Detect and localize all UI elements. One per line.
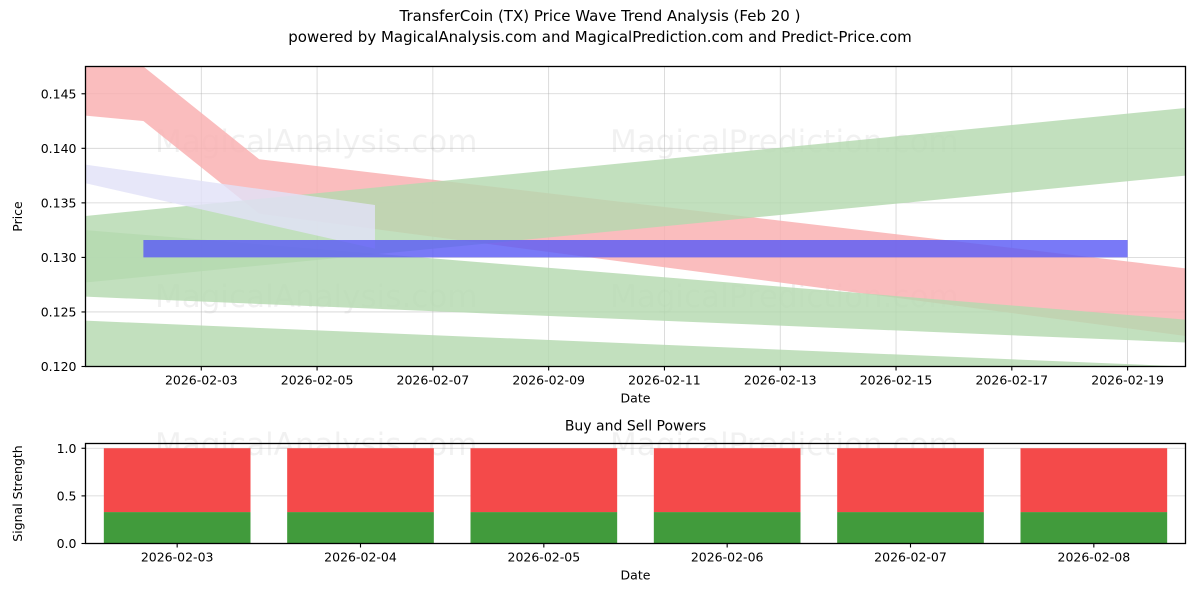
signal-bars: [103, 448, 1168, 544]
main-axes-frame: [84, 65, 1187, 368]
sub-xtick-label-5: 2026-02-08: [1058, 550, 1131, 565]
sub-xtick-label-2: 2026-02-05: [508, 550, 581, 565]
bar-sell-power-4: [837, 448, 984, 513]
ytick-label-5: 0.145: [41, 86, 77, 101]
xtick-label-8: 2026-02-19: [1091, 373, 1164, 388]
bar-sell-power-1: [287, 448, 434, 513]
bar-sell-power-3: [653, 448, 801, 513]
band-upper-resistance-band: [85, 66, 1186, 336]
xtick-label-1: 2026-02-05: [281, 373, 354, 388]
bar-sell-power-0: [103, 448, 251, 513]
xtick-label-2: 2026-02-07: [397, 373, 470, 388]
bar-buy-power-1: [287, 512, 434, 544]
xtick-label-4: 2026-02-11: [628, 373, 701, 388]
sub-ytick-label-1: 0.5: [57, 488, 77, 503]
sub-xtick-label-3: 2026-02-06: [691, 550, 764, 565]
band-mid-channel-band: [85, 230, 1186, 343]
sub-xtick-label-1: 2026-02-04: [324, 550, 397, 565]
ytick-label-4: 0.140: [41, 141, 77, 156]
ytick-label-0: 0.120: [41, 359, 77, 374]
ytick-label-2: 0.130: [41, 250, 77, 265]
sub-axes-frame: [84, 442, 1187, 545]
sub-yaxis-title: Signal Strength: [10, 445, 25, 541]
sub-ytick-label-0: 0.0: [57, 536, 77, 551]
band-entry-zone-band: [85, 164, 375, 249]
main-xaxis-title: Date: [621, 391, 651, 406]
sub-xaxis-title: Date: [621, 568, 651, 583]
main-yaxis-title: Price: [10, 201, 25, 232]
title-line-primary: TransferCoin (TX) Price Wave Trend Analy…: [399, 7, 801, 25]
bar-buy-power-3: [653, 512, 801, 544]
band-target-price-band: [143, 239, 1128, 258]
sub-xtick-label-4: 2026-02-07: [874, 550, 947, 565]
sub-xtick-label-0: 2026-02-03: [141, 550, 214, 565]
xtick-label-0: 2026-02-03: [165, 373, 238, 388]
buy-sell-powers-plot: 0.0 0.5 1.0 2026-02-03 2026-02-04 2026-02-05 2…: [10, 419, 1187, 583]
bar-buy-power-5: [1020, 512, 1168, 544]
xtick-label-5: 2026-02-13: [744, 373, 817, 388]
bar-buy-power-2: [470, 512, 618, 544]
ytick-label-3: 0.135: [41, 195, 77, 210]
xtick-label-3: 2026-02-09: [512, 373, 585, 388]
title-line-secondary: powered by MagicalAnalysis.com and Magic…: [288, 28, 912, 46]
band-lower-baseline-band: [85, 320, 1186, 367]
sub-plot-title: Buy and Sell Powers: [565, 419, 706, 435]
sub-ytick-label-2: 1.0: [57, 441, 77, 456]
xtick-label-6: 2026-02-15: [860, 373, 933, 388]
price-wave-plot: 0.120 0.125 0.130 0.135 0.140 0.145 2026-02-03…: [10, 65, 1187, 406]
bar-buy-power-0: [103, 512, 251, 544]
ytick-label-1: 0.125: [41, 304, 77, 319]
figure-title: TransferCoin (TX) Price Wave Trend Analy…: [0, 6, 1200, 48]
bar-buy-power-4: [837, 512, 984, 544]
bar-sell-power-2: [470, 448, 618, 513]
bar-sell-power-5: [1020, 448, 1168, 513]
price-bands: [85, 66, 1186, 367]
xtick-label-7: 2026-02-17: [975, 373, 1048, 388]
